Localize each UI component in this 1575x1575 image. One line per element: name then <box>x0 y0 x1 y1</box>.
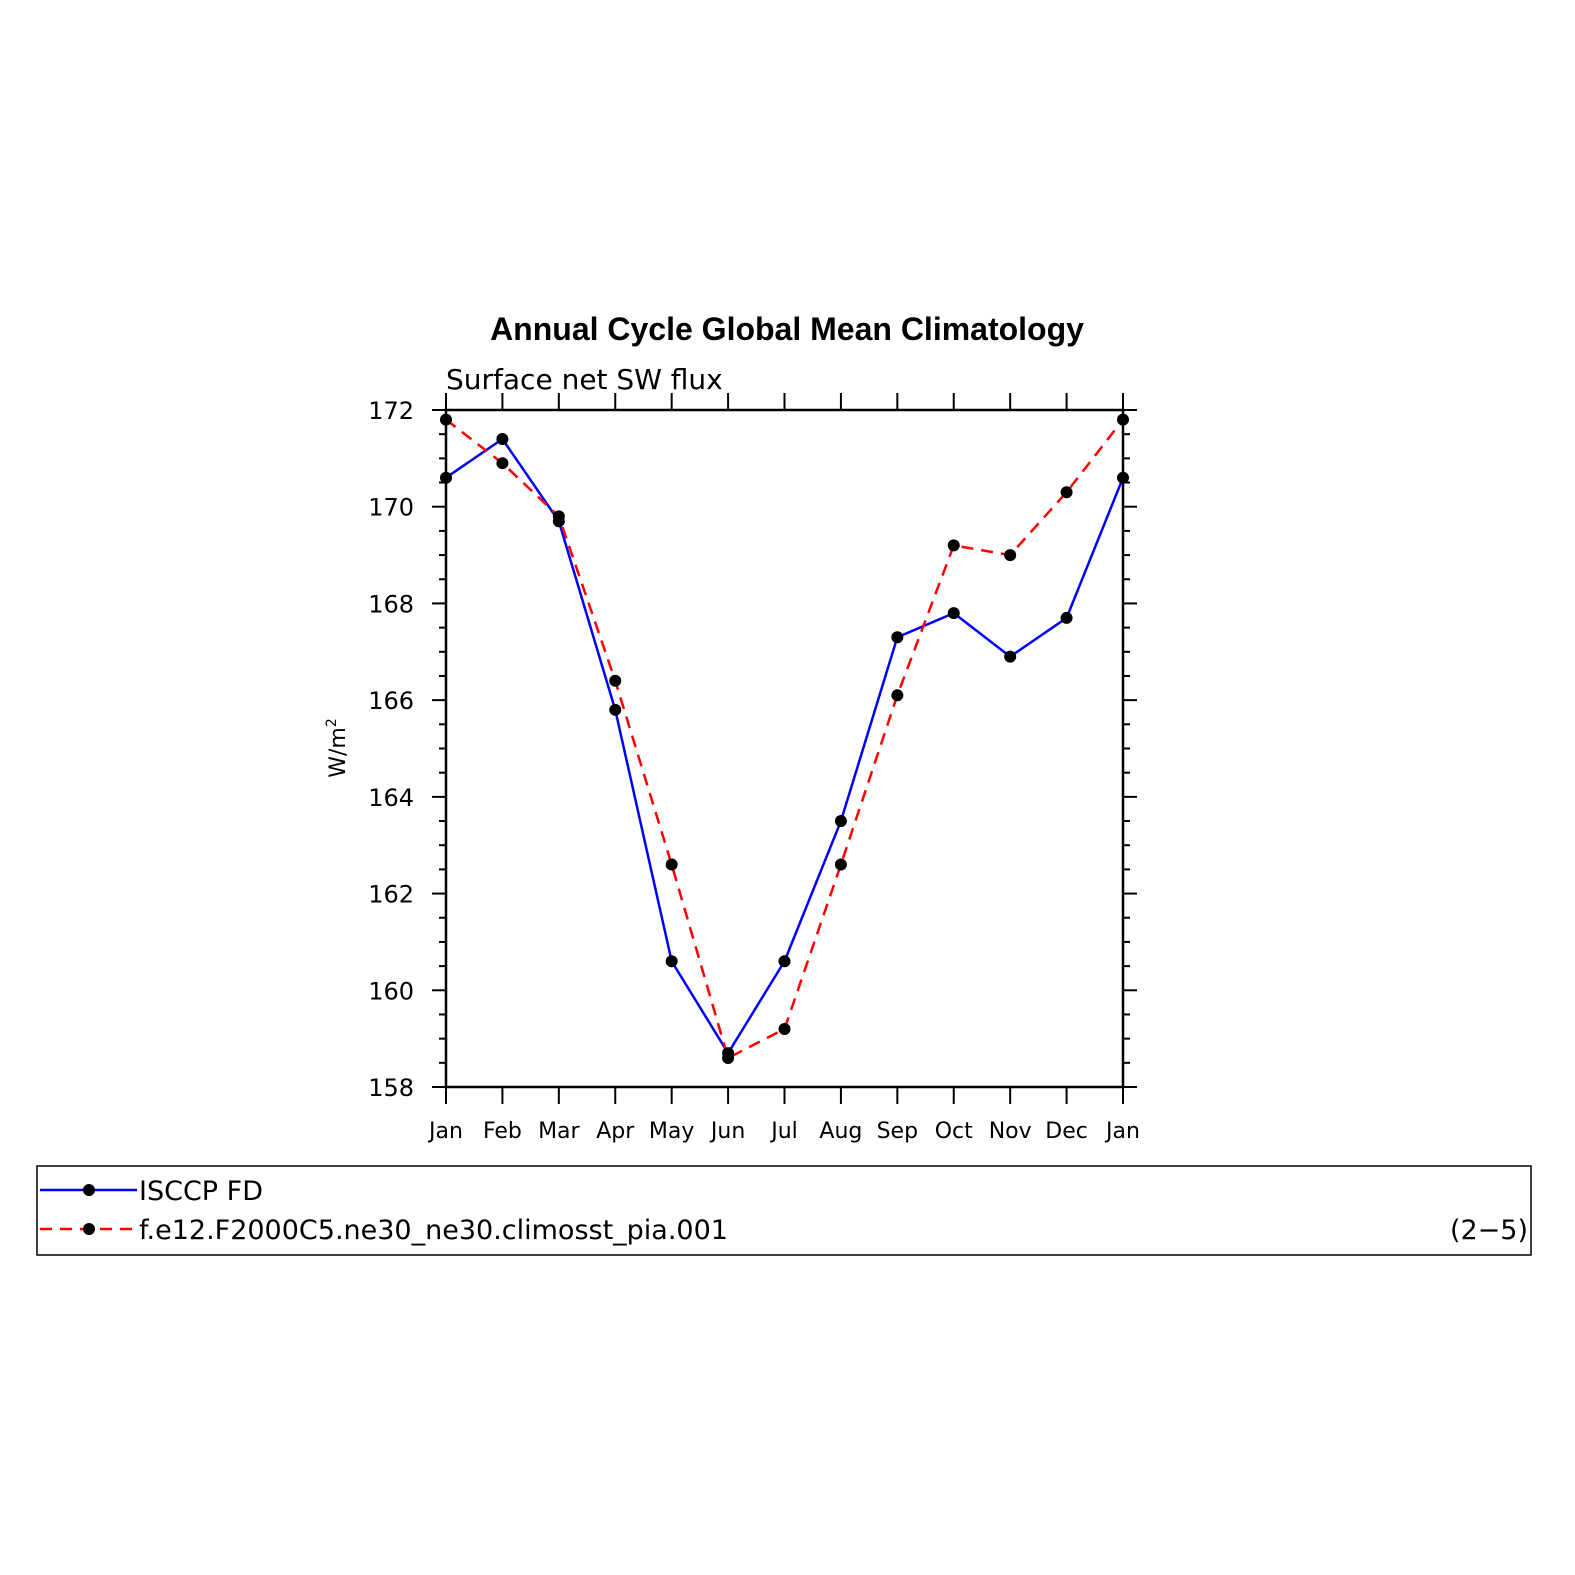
y-tick-label: 164 <box>368 784 414 812</box>
y-axis-label: W/m2 <box>324 718 351 778</box>
series-markers <box>440 413 1129 1064</box>
data-point <box>1060 486 1073 499</box>
data-point <box>1117 413 1129 426</box>
x-tick-label: May <box>649 1119 694 1144</box>
data-point <box>1004 549 1017 562</box>
data-point <box>496 457 509 470</box>
panel-annotation: (2−5) <box>1450 1215 1528 1246</box>
x-tick-label: Feb <box>483 1119 522 1144</box>
chart-subtitle: Surface net SW flux <box>446 363 723 396</box>
chart-title: Annual Cycle Global Mean Climatology <box>490 311 1084 347</box>
data-point <box>778 955 791 968</box>
y-tick-label: 170 <box>368 494 414 522</box>
y-axis-label-text: W/m <box>326 727 351 778</box>
y-tick-label: 168 <box>368 590 414 618</box>
data-point <box>1117 471 1129 484</box>
legend-marker <box>83 1223 95 1235</box>
x-tick-label: Jul <box>769 1119 798 1144</box>
data-point <box>722 1051 735 1064</box>
data-point <box>440 413 452 426</box>
y-axis-label-superscript: 2 <box>324 718 340 727</box>
ticks: 158 160 162 164 166 168 170 172 Jan Feb Mar Apr May J… <box>368 393 1140 1144</box>
legend: ISCCP FD f.e12.F2000C5.ne30_ne30.climosst… <box>40 1176 728 1246</box>
y-tick-label: 158 <box>368 1074 414 1102</box>
data-point <box>665 858 678 871</box>
data-point <box>834 815 847 828</box>
data-point <box>834 858 847 871</box>
x-tick-label: Oct <box>935 1119 973 1144</box>
plot-frame <box>444 408 1125 1089</box>
x-tick-label: Jan <box>427 1119 463 1144</box>
x-tick-label: Dec <box>1045 1119 1088 1144</box>
legend-marker <box>83 1184 95 1196</box>
x-tick-label: Mar <box>538 1119 580 1144</box>
x-tick-label: Jan <box>1104 1119 1140 1144</box>
y-tick-label: 160 <box>368 977 414 1005</box>
x-tick-label: Jun <box>709 1119 745 1144</box>
data-point <box>440 471 452 484</box>
legend-box <box>36 1165 1532 1256</box>
data-point <box>609 674 622 687</box>
data-point <box>609 703 622 716</box>
y-tick-label: 166 <box>368 687 414 715</box>
data-point <box>496 433 509 446</box>
data-point <box>778 1022 791 1035</box>
legend-label: ISCCP FD <box>139 1176 263 1207</box>
data-point <box>947 607 960 620</box>
data-point <box>947 539 960 552</box>
data-point <box>552 510 565 523</box>
x-tick-label: Nov <box>989 1119 1032 1144</box>
data-point <box>665 955 678 968</box>
data-point <box>1060 611 1073 624</box>
data-point <box>1004 650 1017 663</box>
x-tick-label: Apr <box>596 1119 635 1144</box>
data-point <box>891 631 904 644</box>
x-tick-label: Sep <box>877 1119 918 1144</box>
x-tick-label: Aug <box>819 1119 862 1144</box>
y-tick-label: 172 <box>368 397 414 425</box>
legend-label: f.e12.F2000C5.ne30_ne30.climosst_pia.001 <box>139 1215 728 1246</box>
y-tick-label: 162 <box>368 881 414 909</box>
data-point <box>891 689 904 702</box>
